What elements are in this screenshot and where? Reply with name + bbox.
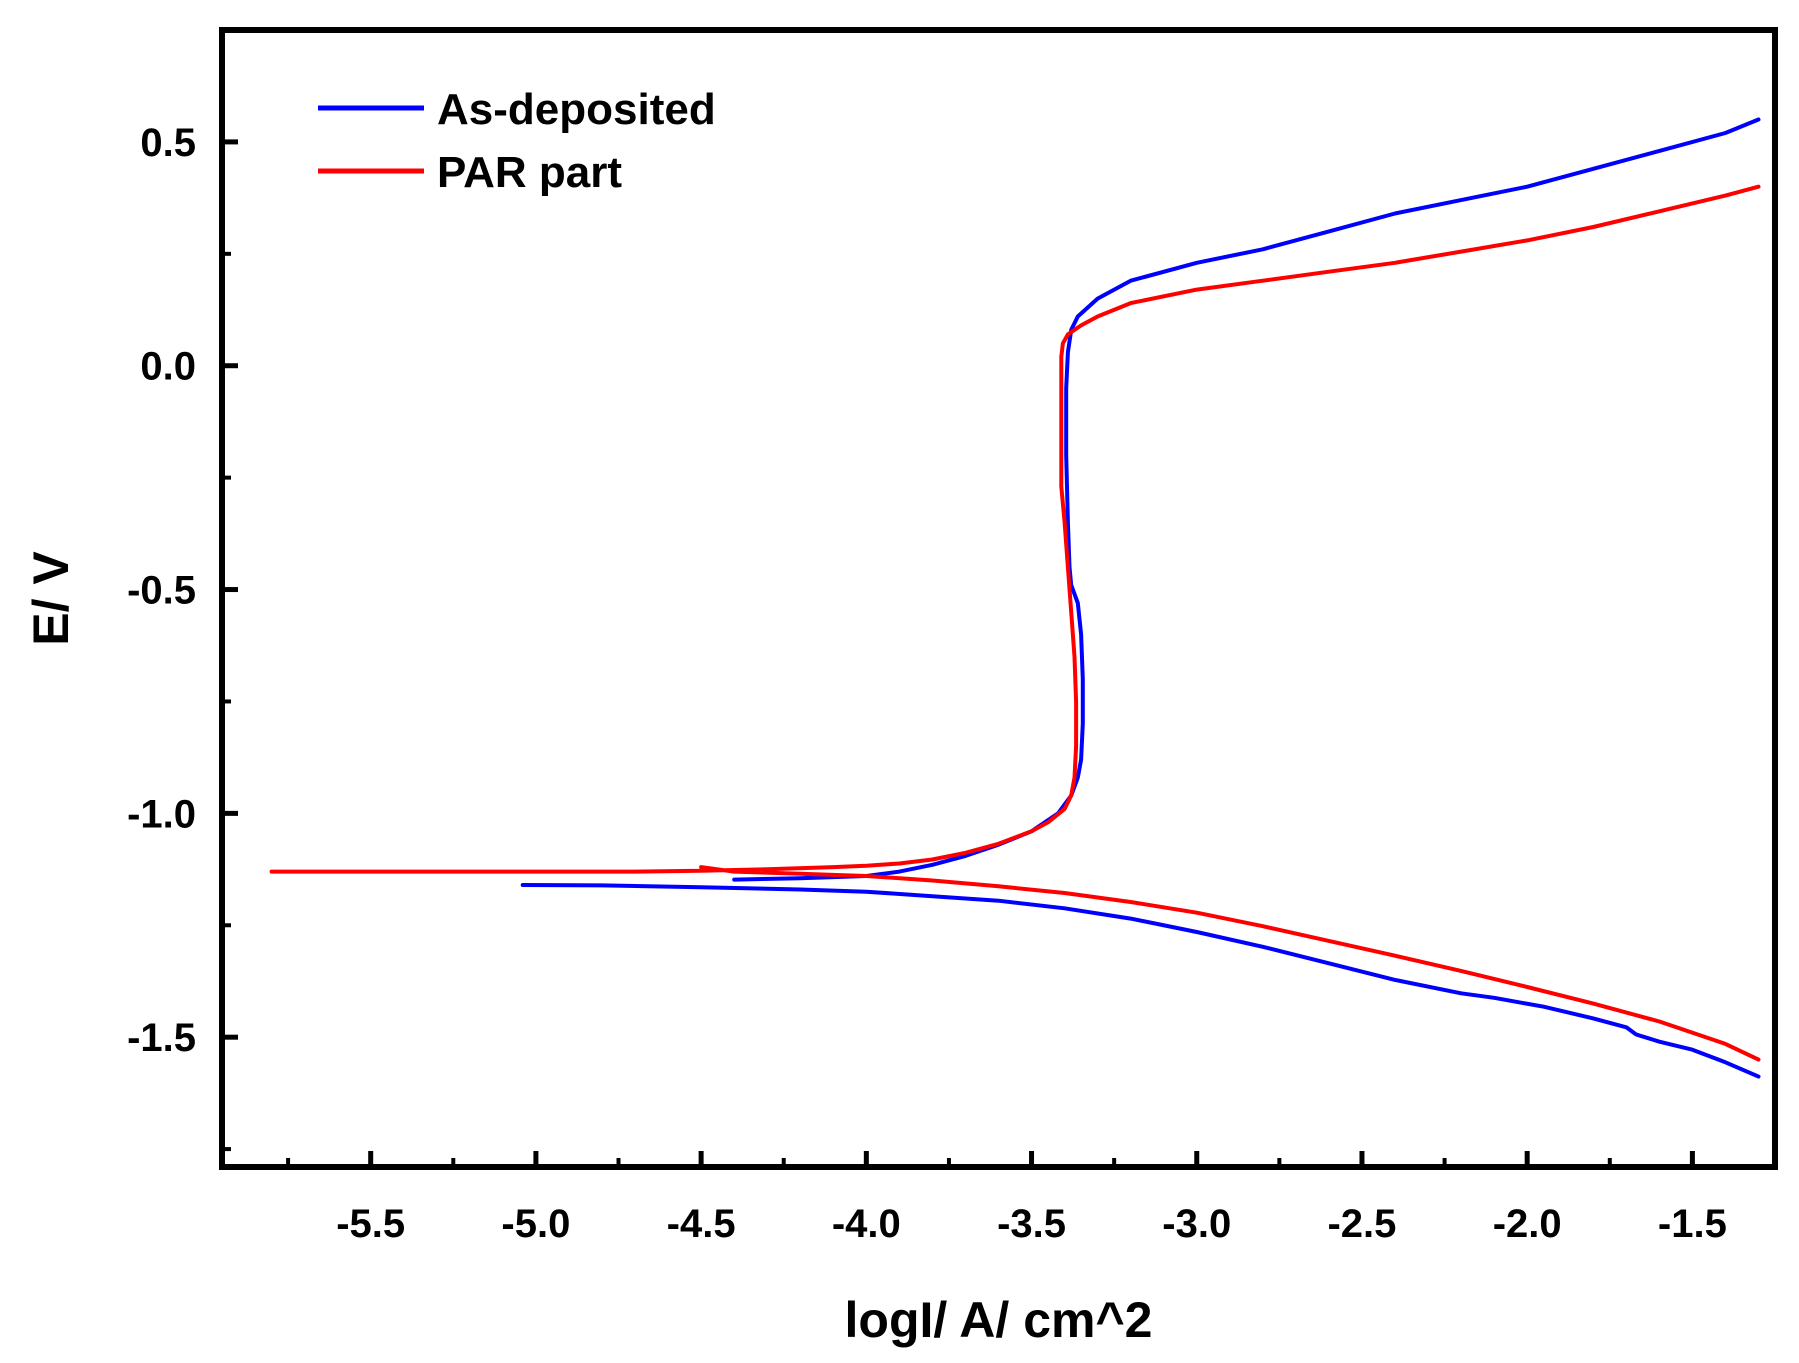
series-line-as-deposited [520, 117, 1761, 1079]
y-tick-label: 0.5 [140, 121, 196, 165]
x-axis-title: logI/ A/ cm^2 [845, 1292, 1153, 1348]
y-tick-label: 0.0 [140, 345, 196, 389]
x-tick-label: -1.5 [1658, 1202, 1727, 1246]
x-tick-label: -5.5 [336, 1202, 405, 1246]
x-tick-label: -3.5 [997, 1202, 1066, 1246]
x-tick-label: -5.0 [501, 1202, 570, 1246]
x-tick-label: -3.0 [1162, 1202, 1231, 1246]
axis-ticks [222, 139, 1695, 1167]
y-tick-label: -0.5 [127, 569, 196, 613]
x-tick-label: -2.5 [1327, 1202, 1396, 1246]
y-tick-label: -1.5 [127, 1016, 196, 1060]
legend-label-par-part: PAR part [437, 148, 622, 197]
series-line-par-part [269, 184, 1761, 1062]
tick-labels: -5.5 -5.0 -4.5 -4.0 -3.5 -3.0 -2.5 -2.0 -1.5 0.5 0… [127, 121, 1727, 1246]
x-tick-label: -4.5 [667, 1202, 736, 1246]
y-axis-title: E/ V [23, 551, 79, 646]
legend: As-deposited PAR part [318, 85, 716, 197]
legend-label-as-deposited: As-deposited [437, 85, 716, 134]
y-tick-label: -1.0 [127, 792, 196, 836]
x-tick-label: -2.0 [1493, 1202, 1562, 1246]
plot-frame [219, 27, 1778, 1170]
series-lines [269, 117, 1761, 1079]
x-tick-label: -4.0 [832, 1202, 901, 1246]
